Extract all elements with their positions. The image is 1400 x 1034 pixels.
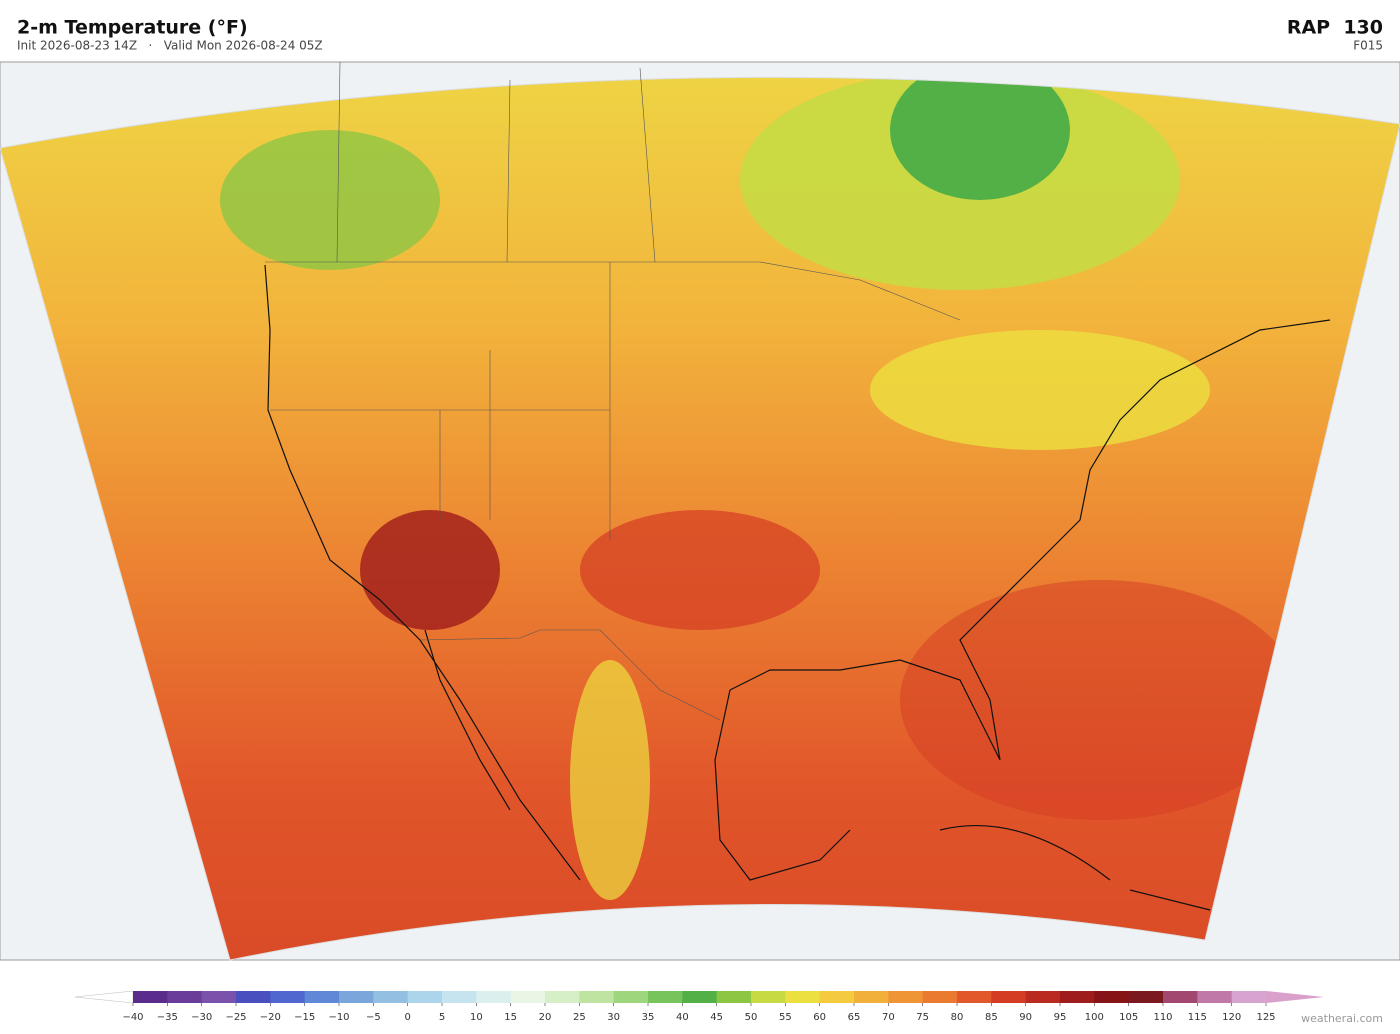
colorbar-tick-label: 25 [573,1012,586,1023]
colorbar-segment [613,991,649,1003]
colorbar-tick-label: 10 [470,1012,483,1023]
colorbar-tick-label: 60 [813,1012,826,1023]
colorbar-segment [339,991,374,1003]
colorbar-segment [133,991,168,1003]
colorbar-segment [167,991,203,1003]
colorbar-tick-label: −5 [366,1012,381,1023]
temperature-field [0,77,1400,960]
colorbar-segment [1163,991,1198,1003]
colorbar-segment [751,991,786,1003]
colorbar-tick-label: 55 [779,1012,792,1023]
colorbar-tick-label: 5 [439,1012,445,1023]
colorbar-under [74,990,134,1004]
colorbar: −40 −35 −30 −25 −20 −15 −10 −5 0 5 10 15 20 25 30 35 40 4… [74,990,1324,1023]
colorbar-tick-label: 80 [951,1012,964,1023]
watermark: weatherai.com [1301,1012,1383,1025]
colorbar-segment [1094,991,1130,1003]
colorbar-tick-label: 15 [504,1012,517,1023]
colorbar-segment [991,991,1027,1003]
subtitle: Init 2026-08-23 14Z · Valid Mon 2026-08-… [17,39,323,53]
colorbar-segment [957,991,992,1003]
colorbar-tick-label: −35 [157,1012,178,1023]
colorbar-segment [922,991,958,1003]
colorbar-segment [270,991,306,1003]
colorbar-segment [1060,991,1095,1003]
map [0,61,1400,961]
colorbar-segment [854,991,889,1003]
colorbar-segment [579,991,615,1003]
colorbar-segment [1197,991,1233,1003]
colorbar-tick-label: 90 [1019,1012,1032,1023]
colorbar-tick-label: 110 [1153,1012,1172,1023]
colorbar-tick-label: 95 [1054,1012,1067,1023]
colorbar-tick-label: 115 [1188,1012,1207,1023]
colorbar-tick-label: 20 [539,1012,552,1023]
colorbar-segment [236,991,271,1003]
colorbar-tick-label: −10 [328,1012,349,1023]
coastlines [264,264,1331,911]
colorbar-segment [373,991,409,1003]
colorbar-segment [1231,991,1267,1003]
title: 2-m Temperature (°F) [17,17,248,39]
colorbar-segment [648,991,683,1003]
borders [265,61,961,721]
colorbar-tick-label: 100 [1085,1012,1104,1023]
colorbar-tick-label: 35 [642,1012,655,1023]
colorbar-segment [201,991,237,1003]
colorbar-segment [442,991,477,1003]
colorbar-segment [888,991,924,1003]
colorbar-tick-label: −30 [191,1012,212,1023]
colorbar-tick-label: 85 [985,1012,998,1023]
colorbar-segment [682,991,718,1003]
colorbar-segment [304,991,340,1003]
colorbar-tick-label: −15 [294,1012,315,1023]
colorbar-tick-label: 70 [882,1012,895,1023]
colorbar-tick-label: 125 [1256,1012,1275,1023]
colorbar-segment [476,991,512,1003]
colorbar-tick-label: −20 [260,1012,281,1023]
colorbar-segment [510,991,546,1003]
colorbar-segment [407,991,443,1003]
colorbar-tick-label: 40 [676,1012,689,1023]
colorbar-over [1266,991,1324,1003]
colorbar-segment [1025,991,1061,1003]
colorbar-segment [785,991,821,1003]
colorbar-tick-label: 50 [745,1012,758,1023]
header-bar [0,0,1400,62]
colorbar-tick-label: −40 [122,1012,143,1023]
colorbar-segment [819,991,855,1003]
forecast-hour: F015 [1353,39,1383,53]
colorbar-tick-label: 75 [916,1012,929,1023]
colorbar-segment [716,991,752,1003]
colorbar-tick-label: 0 [404,1012,410,1023]
colorbar-tick-label: 65 [848,1012,861,1023]
colorbar-segment [1128,991,1164,1003]
colorbar-tick-label: −25 [225,1012,246,1023]
colorbar-tick-label: 105 [1119,1012,1138,1023]
colorbar-tick-label: 120 [1222,1012,1241,1023]
colorbar-tick-label: 30 [607,1012,620,1023]
colorbar-segment [545,991,580,1003]
colorbar-tick-label: 45 [710,1012,723,1023]
model: RAP 130 [1287,17,1383,39]
